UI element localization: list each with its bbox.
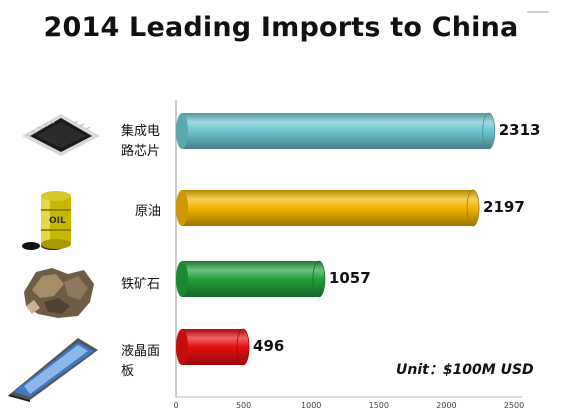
x-tick-label-0: 0 xyxy=(173,401,178,410)
corner-mark xyxy=(527,11,549,13)
category-label-0: 集成电 路芯片 xyxy=(121,124,161,159)
lcd-panel-icon xyxy=(8,338,98,402)
x-tick-label-2: 1000 xyxy=(301,401,321,410)
x-tick-label-5: 2500 xyxy=(504,401,524,410)
value-label-3: 496 xyxy=(253,337,285,355)
category-label-3: 液晶面 板 xyxy=(121,344,161,379)
value-label-0: 2313 xyxy=(498,121,541,139)
chart-title: 2014 Leading Imports to China xyxy=(43,12,519,43)
x-tick-label-4: 2000 xyxy=(436,401,456,410)
chip-icon xyxy=(22,114,100,156)
value-label-1: 2197 xyxy=(483,198,525,216)
category-label-2: 铁矿石 xyxy=(121,277,161,292)
category-label-1: 原油 xyxy=(135,204,162,219)
x-tick-label-3: 1500 xyxy=(369,401,389,410)
iron-ore-icon xyxy=(24,268,94,318)
unit-label: Unit：$100M USD xyxy=(396,362,534,378)
x-tick-label-1: 500 xyxy=(236,401,251,410)
value-label-2: 1057 xyxy=(328,269,371,287)
bar-3 xyxy=(176,328,250,366)
svg-text:OIL: OIL xyxy=(49,216,66,226)
bar-0 xyxy=(176,112,496,150)
oil-barrel-icon: OIL xyxy=(22,191,71,250)
bar-1 xyxy=(176,189,480,227)
bar-2 xyxy=(176,260,326,298)
